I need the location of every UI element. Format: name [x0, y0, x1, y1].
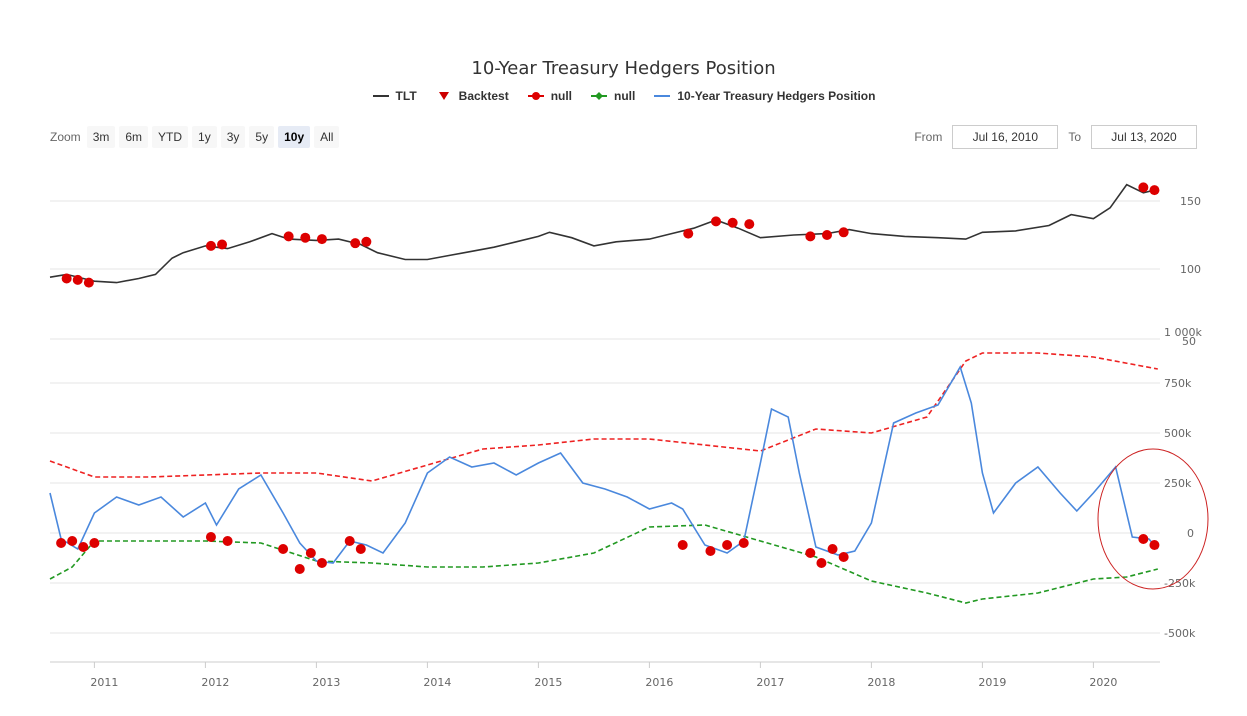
x-tick-label: 2015	[534, 676, 562, 689]
to-date-input[interactable]: Jul 13, 2020	[1091, 125, 1197, 149]
x-tick-label: 2014	[423, 676, 451, 689]
backtest-point	[705, 546, 716, 556]
cot-tick-label: 750k	[1164, 377, 1192, 390]
backtest-point	[1149, 540, 1160, 550]
legend-item-3[interactable]: null	[590, 89, 635, 103]
zoom-3y-button[interactable]: 3y	[220, 126, 246, 148]
backtest-point	[222, 536, 233, 546]
backtest-point	[722, 540, 733, 550]
backtest-point	[727, 217, 738, 228]
backtest-point	[305, 548, 316, 558]
backtest-point	[816, 558, 827, 568]
backtest-point	[283, 231, 294, 242]
legend-item-2[interactable]: null	[527, 89, 572, 103]
backtest-point	[361, 236, 372, 247]
zoom-1y-button[interactable]: 1y	[192, 126, 217, 148]
x-tick-label: 2011	[90, 676, 118, 689]
legend: TLT Backtest null null 10-Year Treasury Hedg…	[0, 89, 1247, 103]
legend-symbol-triangle-icon	[438, 92, 449, 100]
legend-symbol-line-icon	[654, 95, 671, 97]
cot-tick-label: -500k	[1164, 627, 1196, 640]
zoom-ytd-button[interactable]: YTD	[152, 126, 189, 148]
legend-item-1[interactable]: Backtest	[435, 89, 509, 103]
lower-band-line	[49, 524, 1158, 604]
cot-tick-label: 0	[1187, 527, 1194, 540]
legend-label: TLT	[395, 89, 417, 103]
zoom-label: Zoom	[50, 130, 81, 144]
zoom-6m-button[interactable]: 6m	[119, 126, 149, 148]
backtest-point	[344, 536, 355, 546]
chart-title: 10-Year Treasury Hedgers Position	[471, 58, 776, 79]
backtest-point	[294, 564, 305, 574]
tlt-series-line	[49, 183, 1155, 284]
backtest-point	[1149, 185, 1160, 196]
backtest-point	[316, 558, 327, 568]
backtest-point	[61, 273, 72, 284]
zoom-10y-button[interactable]: 10y	[278, 126, 311, 148]
from-label: From	[914, 130, 943, 144]
x-tick-label: 2020	[1089, 676, 1117, 689]
backtest-point	[805, 231, 816, 242]
zoom-3m-button[interactable]: 3m	[86, 126, 116, 148]
backtest-point	[83, 277, 94, 288]
backtest-point	[738, 538, 749, 548]
overlap-tick-label: 50	[1182, 335, 1196, 348]
x-tick-label: 2012	[201, 676, 229, 689]
backtest-point	[677, 540, 688, 550]
backtest-point	[56, 538, 67, 548]
tlt-tick-label: 100	[1180, 263, 1201, 276]
cot-tick-label: 1 000k	[1164, 326, 1202, 339]
legend-item-0[interactable]: TLT	[372, 89, 417, 103]
zoom-bar: Zoom 3m 6m YTD 1y 3y 5y 10y All	[50, 126, 340, 148]
legend-label: null	[550, 89, 573, 103]
upper-band-line	[49, 352, 1158, 482]
backtest-point	[205, 240, 216, 251]
legend-symbol-diamond-line-icon	[591, 92, 608, 100]
from-date-input[interactable]: Jul 16, 2010	[952, 125, 1059, 149]
backtest-point	[67, 536, 78, 546]
backtest-point	[1138, 534, 1149, 544]
backtest-point	[78, 542, 89, 552]
hedgers-series-line	[49, 365, 1159, 564]
x-tick-label: 2018	[867, 676, 895, 689]
cot-tick-label: -250k	[1164, 577, 1196, 590]
backtest-point	[1138, 182, 1149, 193]
backtest-point	[89, 538, 100, 548]
backtest-point	[217, 239, 228, 250]
backtest-point	[683, 228, 694, 239]
legend-label: Backtest	[458, 89, 509, 103]
backtest-point	[838, 227, 849, 238]
backtest-point	[300, 232, 311, 243]
backtest-point	[838, 552, 849, 562]
x-tick-label: 2017	[756, 676, 784, 689]
backtest-point	[72, 274, 83, 285]
zoom-5y-button[interactable]: 5y	[249, 126, 275, 148]
backtest-point	[822, 230, 832, 240]
x-tick-label: 2016	[645, 676, 673, 689]
date-range-selector: From Jul 16, 2010 To Jul 13, 2020	[914, 125, 1197, 149]
x-tick-label: 2019	[978, 676, 1006, 689]
x-tick-label: 2013	[312, 676, 340, 689]
legend-symbol-dot-line-icon	[527, 92, 544, 100]
zoom-all-button[interactable]: All	[314, 126, 340, 148]
backtest-point	[744, 219, 755, 230]
legend-label: 10-Year Treasury Hedgers Position	[677, 89, 876, 103]
backtest-point	[827, 544, 838, 554]
backtest-point	[805, 548, 816, 558]
cot-tick-label: 500k	[1164, 427, 1192, 440]
annotation-circle	[1097, 448, 1209, 590]
tlt-tick-label: 150	[1180, 195, 1201, 208]
legend-item-4[interactable]: 10-Year Treasury Hedgers Position	[653, 89, 875, 103]
backtest-point	[711, 216, 721, 227]
legend-label: null	[614, 89, 636, 103]
backtest-point	[316, 234, 327, 245]
backtest-point	[355, 544, 366, 554]
cot-tick-label: 250k	[1164, 477, 1192, 490]
to-label: To	[1068, 130, 1081, 144]
backtest-point	[350, 238, 361, 249]
backtest-point	[278, 544, 289, 554]
backtest-point	[205, 532, 216, 542]
legend-symbol-line-icon	[372, 95, 389, 97]
